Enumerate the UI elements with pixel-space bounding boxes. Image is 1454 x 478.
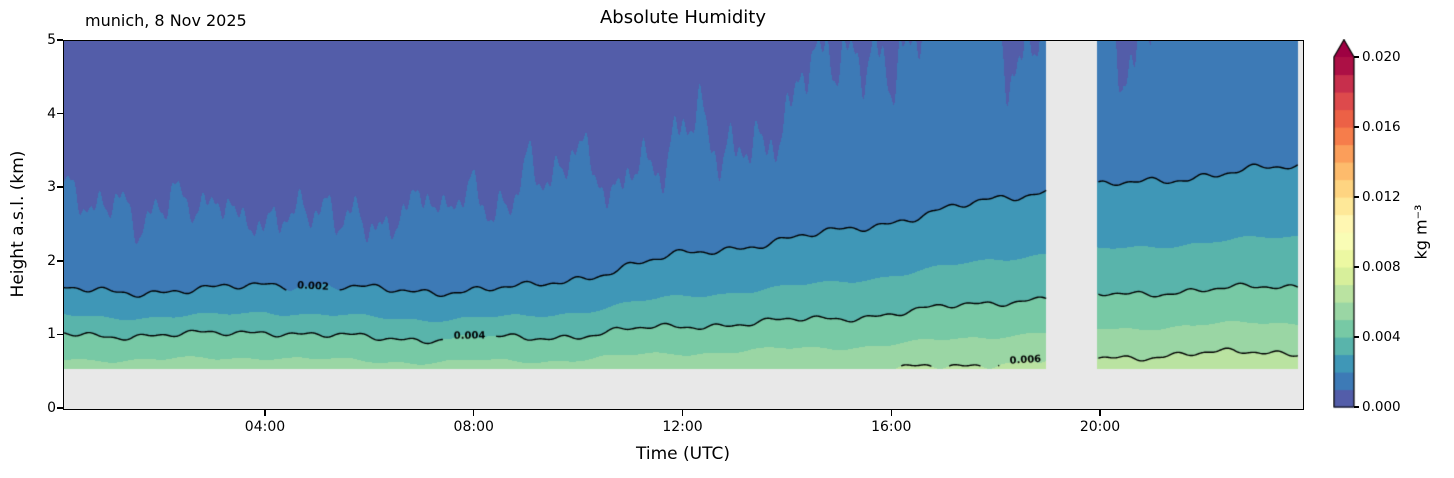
colorbar-tick-mark <box>1354 196 1359 198</box>
x-tick-label: 20:00 <box>1079 419 1121 435</box>
x-tick-mark <box>681 409 684 416</box>
colorbar-tick-mark <box>1354 126 1359 128</box>
y-axis-label: Height a.s.l. (km) <box>8 150 28 298</box>
y-tick-mark <box>56 407 63 409</box>
y-tick-mark <box>56 39 63 41</box>
y-tick-mark <box>56 333 63 336</box>
colorbar-gradient <box>1333 39 1356 409</box>
x-tick-label: 04:00 <box>244 419 286 435</box>
x-tick-mark <box>1099 409 1101 416</box>
x-tick-label: 16:00 <box>871 419 912 435</box>
y-tick-label: 5 <box>47 32 56 48</box>
figure-title: Absolute Humidity <box>599 7 766 28</box>
y-tick-label: 0 <box>47 400 56 416</box>
y-tick-mark <box>56 260 63 262</box>
colorbar-tick-label: 0.016 <box>1362 119 1401 135</box>
x-tick-label: 08:00 <box>453 419 494 435</box>
x-tick-label: 12:00 <box>662 419 703 435</box>
y-tick-label: 1 <box>47 326 56 343</box>
y-tick-label: 4 <box>47 105 56 122</box>
y-tick-label: 2 <box>47 252 56 269</box>
x-tick-mark <box>890 409 892 416</box>
y-tick-mark <box>56 112 63 115</box>
colorbar-tick-mark <box>1354 266 1359 268</box>
colorbar-tick-label: 0.020 <box>1362 49 1401 65</box>
colorbar-label: kg m⁻³ <box>1411 204 1431 260</box>
humidity-heatmap-canvas <box>64 41 1303 409</box>
colorbar-tick-label: 0.008 <box>1362 259 1401 275</box>
plot-area <box>63 40 1304 410</box>
colorbar-tick-label: 0.004 <box>1362 329 1401 345</box>
colorbar-tick-mark <box>1354 56 1359 58</box>
plot-annotation: munich, 8 Nov 2025 <box>85 11 247 30</box>
x-tick-mark <box>472 409 475 416</box>
colorbar-tick-label: 0.000 <box>1362 399 1401 415</box>
y-tick-mark <box>56 186 63 188</box>
y-tick-label: 3 <box>47 179 56 196</box>
colorbar-tick-label: 0.012 <box>1362 189 1401 205</box>
colorbar-tick-mark <box>1354 336 1359 338</box>
x-axis-label: Time (UTC) <box>636 444 730 464</box>
colorbar-tick-mark <box>1354 406 1359 408</box>
x-tick-mark <box>264 409 266 416</box>
